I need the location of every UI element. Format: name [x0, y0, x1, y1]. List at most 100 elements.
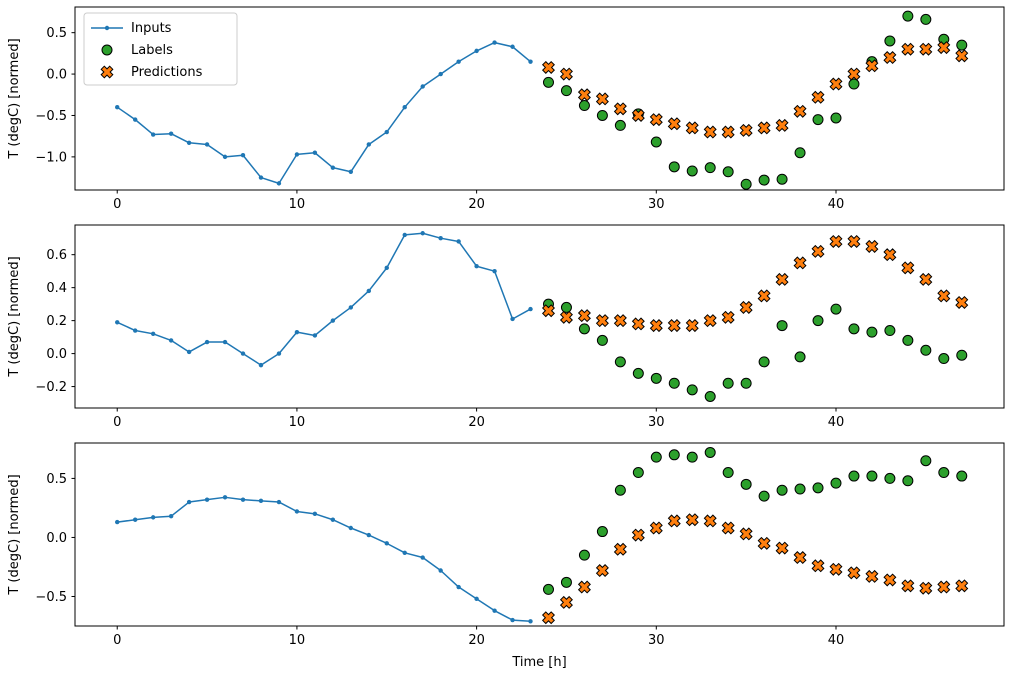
- prediction-marker: [811, 244, 825, 258]
- prediction-marker: [919, 272, 933, 286]
- prediction-marker: [703, 125, 717, 139]
- inputs-point: [438, 235, 443, 241]
- prediction-marker: [955, 49, 969, 63]
- legend-label-inputs: Inputs: [131, 21, 172, 36]
- inputs-point: [115, 104, 120, 110]
- inputs-point: [420, 231, 425, 236]
- inputs-point: [150, 331, 156, 337]
- prediction-marker: [775, 118, 789, 132]
- prediction-marker: [955, 295, 969, 309]
- label-marker: [812, 482, 824, 494]
- label-marker: [920, 13, 932, 25]
- label-marker: [596, 334, 608, 346]
- label-marker: [956, 349, 968, 361]
- inputs-point: [222, 154, 228, 160]
- prediction-marker: [721, 521, 735, 535]
- label-marker: [866, 326, 878, 338]
- x-tick-label: 10: [289, 197, 306, 212]
- label-marker: [722, 467, 734, 479]
- inputs-point: [456, 584, 461, 590]
- prediction-marker: [649, 521, 663, 535]
- prediction-marker: [955, 579, 969, 593]
- inputs-point: [258, 362, 264, 368]
- label-marker: [668, 377, 680, 389]
- prediction-marker: [667, 117, 681, 131]
- x-tick-label: 30: [648, 633, 665, 648]
- label-marker: [956, 39, 968, 51]
- label-marker: [686, 451, 698, 463]
- axes-frame: [74, 6, 1005, 191]
- subplot-3: 0 10 20 30 40 0.5 0.0 −0.5 T (degC) [normed] Time…: [7, 442, 1005, 670]
- prediction-marker: [811, 90, 825, 104]
- inputs-point: [402, 104, 407, 110]
- label-marker: [650, 451, 662, 463]
- inputs-point: [330, 517, 336, 522]
- prediction-marker: [595, 314, 609, 328]
- inputs-point: [492, 608, 497, 613]
- x-tick-label: 40: [828, 633, 845, 648]
- prediction-marker: [559, 595, 573, 609]
- inputs-point: [132, 117, 138, 122]
- label-marker: [956, 470, 968, 482]
- inputs-point: [366, 532, 371, 538]
- inputs-point: [456, 59, 461, 64]
- prediction-marker: [883, 248, 897, 262]
- prediction-marker: [577, 88, 591, 102]
- inputs-point: [312, 511, 318, 517]
- y-axis-label: T (degC) [normed]: [7, 256, 22, 377]
- inputs-point: [168, 338, 174, 343]
- inputs-point: [186, 140, 192, 146]
- prediction-marker: [595, 564, 609, 578]
- x-tick-label: 0: [113, 415, 121, 430]
- prediction-marker: [577, 580, 591, 594]
- inputs-point: [240, 153, 246, 158]
- prediction-marker: [649, 113, 663, 127]
- y-tick-label: −1.0: [35, 150, 67, 165]
- inputs-point: [150, 132, 156, 137]
- prediction-marker: [937, 580, 951, 594]
- inputs-point: [222, 495, 228, 500]
- x-tick-label: 10: [289, 633, 306, 648]
- prediction-marker: [703, 314, 717, 328]
- inputs-point: [510, 617, 515, 623]
- inputs-point: [204, 497, 210, 502]
- inputs-point: [312, 333, 318, 338]
- label-marker: [686, 165, 698, 177]
- prediction-marker: [829, 234, 843, 248]
- label-marker: [884, 325, 896, 337]
- inputs-point: [510, 44, 515, 49]
- inputs-point: [510, 316, 515, 322]
- label-marker: [794, 483, 806, 495]
- y-tick-label: 0.6: [46, 248, 67, 263]
- prediction-marker: [865, 569, 879, 583]
- y-tick-label: −0.5: [35, 109, 67, 124]
- prediction-marker: [847, 67, 861, 81]
- label-marker: [542, 76, 554, 88]
- prediction-marker: [757, 289, 771, 303]
- prediction-marker: [865, 59, 879, 73]
- subplot-1: 0 10 20 30 40 0.5 0.0 −0.5 −1.0 T (degC) [normed]…: [7, 6, 1005, 212]
- prediction-marker: [775, 541, 789, 555]
- y-tick-label: 0.5: [46, 26, 67, 41]
- inputs-point: [492, 268, 497, 274]
- inputs-line: [116, 232, 531, 366]
- inputs-point: [474, 596, 479, 602]
- label-marker: [578, 100, 590, 112]
- prediction-marker: [577, 309, 591, 323]
- label-marker: [632, 467, 644, 479]
- inputs-point: [240, 497, 246, 502]
- label-marker: [668, 449, 680, 461]
- label-marker: [722, 166, 734, 178]
- inputs-point: [366, 142, 371, 147]
- inputs-point: [348, 305, 354, 310]
- inputs-point: [294, 329, 300, 335]
- inputs-point: [474, 264, 479, 269]
- x-tick-label: 40: [828, 197, 845, 212]
- inputs-point: [168, 131, 174, 136]
- prediction-marker: [901, 42, 915, 56]
- inputs-point: [258, 498, 264, 504]
- inputs-point: [348, 525, 354, 531]
- prediction-marker: [541, 304, 555, 318]
